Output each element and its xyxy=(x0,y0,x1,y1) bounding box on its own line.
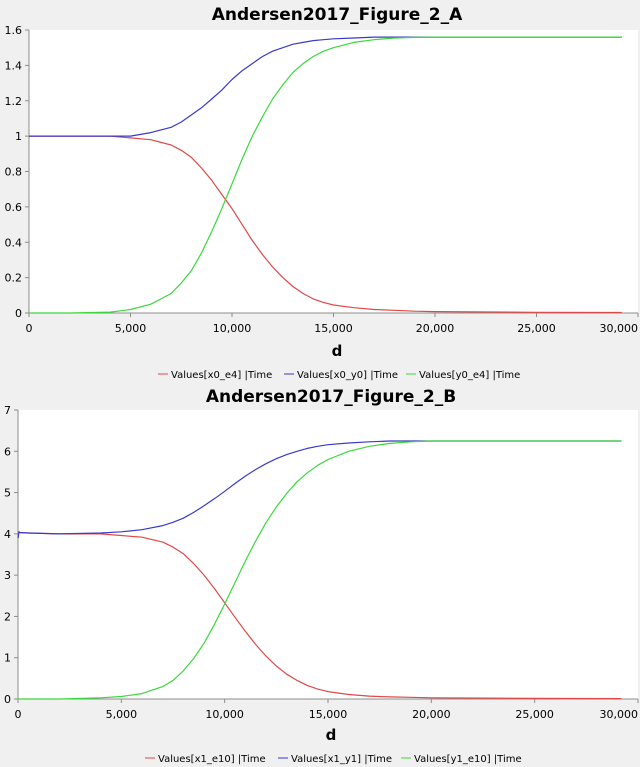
plot-area xyxy=(18,410,638,699)
legend-label: Values[x1_y1] |Time xyxy=(291,754,392,765)
y-tick-label: 1 xyxy=(4,652,11,665)
x-tick-label: 25,000 xyxy=(517,322,556,335)
series-line xyxy=(17,531,622,700)
x-ticks: 0 5,000 10,000 15,000 20,000 25,000 30,000 xyxy=(26,313,639,335)
chart-title: Andersen2017_Figure_2_B xyxy=(206,387,456,407)
y-tick-label: 2 xyxy=(4,610,11,623)
x-tick-label: 0 xyxy=(26,322,33,335)
x-ticks: 0 5,000 10,000 15,000 20,000 25,000 30,000 xyxy=(15,699,639,721)
legend-label: Values[y0_e4] |Time xyxy=(419,370,520,381)
y-tick-label: 4 xyxy=(4,528,11,541)
y-ticks: 0 1 2 3 4 5 6 7 xyxy=(4,404,18,706)
y-tick-label: 6 xyxy=(4,445,11,458)
x-tick-label: 15,000 xyxy=(314,322,353,335)
chart-b: Andersen2017_Figure_2_B 0 1 2 3 4 5 6 7 0 5,000 1… xyxy=(4,387,639,765)
y-tick-label: 0.8 xyxy=(5,166,23,179)
x-tick-label: 25,000 xyxy=(515,708,554,721)
series-group xyxy=(17,440,622,700)
x-tick-label: 10,000 xyxy=(213,322,252,335)
y-tick-label: 5 xyxy=(4,487,11,500)
y-tick-label: 7 xyxy=(4,404,11,417)
y-tick-label: 0 xyxy=(4,693,11,706)
x-tick-label: 5,000 xyxy=(115,322,147,335)
x-axis-label: d xyxy=(326,726,337,744)
y-tick-label: 3 xyxy=(4,569,11,582)
x-tick-label: 30,000 xyxy=(600,708,639,721)
legend-item: Values[x0_e4] |Time xyxy=(158,370,272,381)
x-axis-label: d xyxy=(332,342,343,360)
x-tick-label: 20,000 xyxy=(416,322,455,335)
x-tick-label: 5,000 xyxy=(106,708,138,721)
legend-label: Values[y1_e10] |Time xyxy=(414,754,522,765)
legend-label: Values[x0_y0] |Time xyxy=(297,370,398,381)
series-line xyxy=(29,36,622,137)
y-tick-label: 1.6 xyxy=(5,24,23,37)
x-tick-label: 15,000 xyxy=(309,708,348,721)
chart-title: Andersen2017_Figure_2_A xyxy=(212,5,463,25)
legend-label: Values[x1_e10] |Time xyxy=(158,754,266,765)
y-tick-label: 0.6 xyxy=(5,201,23,214)
series-line xyxy=(17,440,622,539)
series-line xyxy=(29,135,622,314)
legend: Values[x1_e10] |Time Values[x1_y1] |Time… xyxy=(145,754,522,765)
series-line xyxy=(18,440,622,700)
legend-item: Values[y1_e10] |Time xyxy=(401,754,522,765)
legend-label: Values[x0_e4] |Time xyxy=(171,370,272,381)
legend-item: Values[y0_e4] |Time xyxy=(406,370,520,381)
chart-a: Andersen2017_Figure_2_A 0 0.2 0.4 0.6 0.8 1 1.… xyxy=(5,5,639,381)
y-tick-label: 0.4 xyxy=(5,236,23,249)
x-tick-label: 20,000 xyxy=(412,708,451,721)
y-ticks: 0 0.2 0.4 0.6 0.8 1 1.2 1.4 1.6 xyxy=(5,24,29,320)
y-tick-label: 1.2 xyxy=(5,95,23,108)
legend-item: Values[x1_e10] |Time xyxy=(145,754,266,765)
y-tick-label: 0 xyxy=(15,307,22,320)
plot-area xyxy=(29,30,638,313)
series-line xyxy=(29,36,622,314)
legend: Values[x0_e4] |Time Values[x0_y0] |Time … xyxy=(158,370,520,381)
legend-item: Values[x1_y1] |Time xyxy=(278,754,392,765)
y-tick-label: 1 xyxy=(15,130,22,143)
series-group xyxy=(29,36,622,314)
x-tick-label: 10,000 xyxy=(205,708,244,721)
legend-item: Values[x0_y0] |Time xyxy=(284,370,398,381)
x-tick-label: 0 xyxy=(15,708,22,721)
y-tick-label: 1.4 xyxy=(5,59,23,72)
x-tick-label: 30,000 xyxy=(600,322,639,335)
y-tick-label: 0.2 xyxy=(5,272,23,285)
